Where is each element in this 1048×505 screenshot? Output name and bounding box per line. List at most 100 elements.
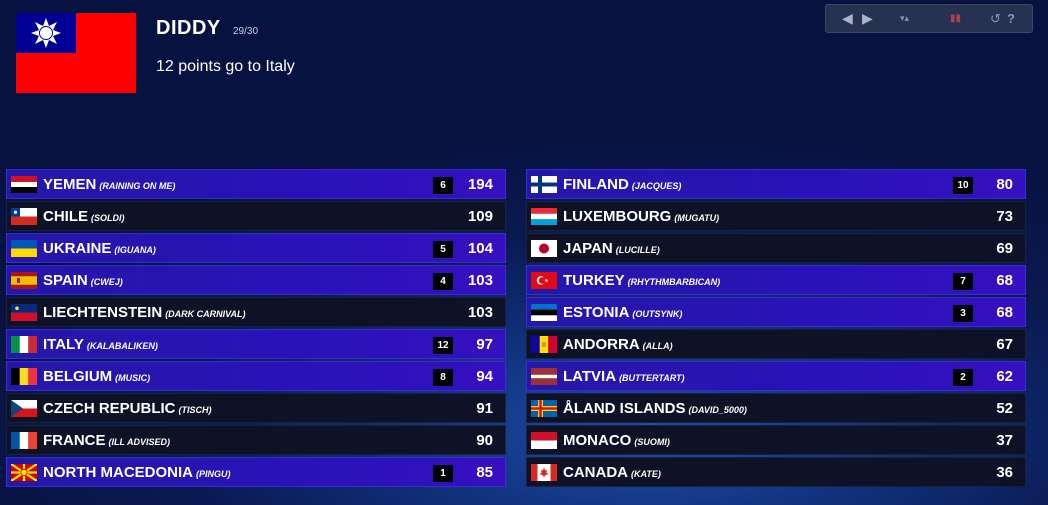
artist-label: (CWEJ): [90, 277, 123, 287]
scoreboard-row: ÅLAND ISLANDS (DAVID_5000) 52: [526, 393, 1026, 423]
scoreboard-row: YEMEN (RAINING ON ME) 6 194: [6, 169, 506, 199]
country-name: JAPAN (LUCILLE): [563, 240, 660, 257]
artist-label: (MUGATU): [674, 213, 720, 223]
country-label: NORTH MACEDONIA: [43, 464, 193, 481]
country-name: CANADA (KATE): [563, 464, 661, 481]
total-score: 67: [996, 336, 1013, 353]
finland-flag-icon: [531, 176, 557, 193]
artist-label: (DAVID_5000): [688, 405, 747, 415]
artist-label: (SOLDI): [91, 213, 125, 223]
total-score: 104: [467, 240, 493, 257]
country-label: ANDORRA: [563, 336, 640, 353]
country-name: FINLAND (JACQUES): [563, 176, 681, 193]
previous-icon[interactable]: ◀: [842, 10, 853, 26]
scoreboard-row: LUXEMBOURG (MUGATU) 73: [526, 201, 1026, 231]
artist-label: (BUTTERTART): [619, 373, 685, 383]
total-score: 103: [467, 304, 493, 321]
country-name: TURKEY (RHYTHMBARBICAN): [563, 272, 720, 289]
next-icon[interactable]: ▶: [862, 10, 873, 26]
scoreboard-row: ANDORRA (ALLA) 67: [526, 329, 1026, 359]
liechtenstein-flag-icon: [11, 304, 37, 321]
country-name: FRANCE (ILL ADVISED): [43, 432, 170, 449]
points-badge: 4: [433, 273, 453, 290]
total-score: 52: [996, 400, 1013, 417]
total-score: 36: [996, 464, 1013, 481]
points-badge: 2: [953, 369, 973, 386]
country-name: SPAIN (CWEJ): [43, 272, 123, 289]
scoreboard-row: SPAIN (CWEJ) 4 103: [6, 265, 506, 295]
country-label: BELGIUM: [43, 368, 113, 385]
scoreboard-row: ESTONIA (OUTSYNK) 3 68: [526, 297, 1026, 327]
control-toolbar: ◀ ▶ ▾▴ ▮▮ ↺ ?: [825, 4, 1033, 33]
points-badge: 7: [953, 273, 973, 290]
country-name: BELGIUM (MUSIC): [43, 368, 150, 385]
scoreboard-right-column: FINLAND (JACQUES) 10 80 LUXEMBOURG (MUGATU) 73…: [526, 169, 1026, 489]
country-label: CZECH REPUBLIC: [43, 400, 176, 417]
reset-icon[interactable]: ↺: [990, 11, 1001, 26]
points-badge: 10: [953, 177, 973, 194]
points-badge: 6: [433, 177, 453, 194]
scoreboard-row: UKRAINE (IGUANA) 5 104: [6, 233, 506, 263]
country-label: JAPAN: [563, 240, 613, 257]
turkey-flag-icon: [531, 272, 557, 289]
voter-name: DIDDY: [156, 17, 221, 39]
country-label: SPAIN: [43, 272, 88, 289]
total-score: 73: [996, 208, 1013, 225]
sort-icon[interactable]: ▾▴: [900, 13, 910, 23]
spain-flag-icon: [11, 272, 37, 289]
country-label: LUXEMBOURG: [563, 208, 672, 225]
artist-label: (IGUANA): [114, 245, 156, 255]
total-score: 94: [476, 368, 493, 385]
voter-counter: 29/30: [233, 26, 259, 37]
macedonia-flag-icon: [11, 464, 37, 481]
total-score: 109: [467, 208, 493, 225]
country-name: YEMEN (RAINING ON ME): [43, 176, 175, 193]
country-name: LIECHTENSTEIN (DARK CARNIVAL): [43, 304, 246, 321]
scoreboard-row: LATVIA (BUTTERTART) 2 62: [526, 361, 1026, 391]
artist-label: (ALLA): [642, 341, 673, 351]
total-score: 90: [476, 432, 493, 449]
japan-flag-icon: [531, 240, 557, 257]
estonia-flag-icon: [531, 304, 557, 321]
scoreboard-row: JAPAN (LUCILLE) 69: [526, 233, 1026, 263]
country-name: MONACO (SUOMI): [563, 432, 670, 449]
country-label: CANADA: [563, 464, 628, 481]
aland-flag-icon: [531, 400, 557, 417]
voter-flag-icon: [16, 13, 136, 93]
artist-label: (RHYTHMBARBICAN): [627, 277, 721, 287]
italy-flag-icon: [11, 336, 37, 353]
country-name: CZECH REPUBLIC (TISCH): [43, 400, 212, 417]
total-score: 62: [996, 368, 1013, 385]
total-score: 103: [467, 272, 493, 289]
scoreboard-row: BELGIUM (MUSIC) 8 94: [6, 361, 506, 391]
help-icon[interactable]: ?: [1007, 11, 1015, 26]
total-score: 85: [476, 464, 493, 481]
artist-label: (OUTSYNK): [632, 309, 683, 319]
monaco-flag-icon: [531, 432, 557, 449]
artist-label: (TISCH): [178, 405, 212, 415]
country-name: ITALY (KALABALIKEN): [43, 336, 158, 353]
artist-label: (KALABALIKEN): [86, 341, 158, 351]
country-label: YEMEN: [43, 176, 97, 193]
artist-label: (DARK CARNIVAL): [165, 309, 246, 319]
points-message: 12 points go to Italy: [156, 58, 295, 75]
scoreboard-row: CZECH REPUBLIC (TISCH) 91: [6, 393, 506, 423]
artist-label: (KATE): [631, 469, 661, 479]
country-label: ESTONIA: [563, 304, 630, 321]
country-label: MONACO: [563, 432, 632, 449]
country-label: FINLAND: [563, 176, 629, 193]
points-badge: 1: [433, 465, 453, 482]
scoreboard-row: MONACO (SUOMI) 37: [526, 425, 1026, 455]
total-score: 91: [476, 400, 493, 417]
country-name: LATVIA (BUTTERTART): [563, 368, 685, 385]
country-name: CHILE (SOLDI): [43, 208, 125, 225]
country-label: LIECHTENSTEIN: [43, 304, 163, 321]
total-score: 37: [996, 432, 1013, 449]
country-label: TURKEY: [563, 272, 625, 289]
artist-label: (MUSIC): [115, 373, 151, 383]
flag-toggle-icon[interactable]: ▮▮: [950, 13, 962, 24]
artist-label: (SUOMI): [634, 437, 670, 447]
latvia-flag-icon: [531, 368, 557, 385]
country-name: ÅLAND ISLANDS (DAVID_5000): [563, 400, 747, 417]
andorra-flag-icon: [531, 336, 557, 353]
